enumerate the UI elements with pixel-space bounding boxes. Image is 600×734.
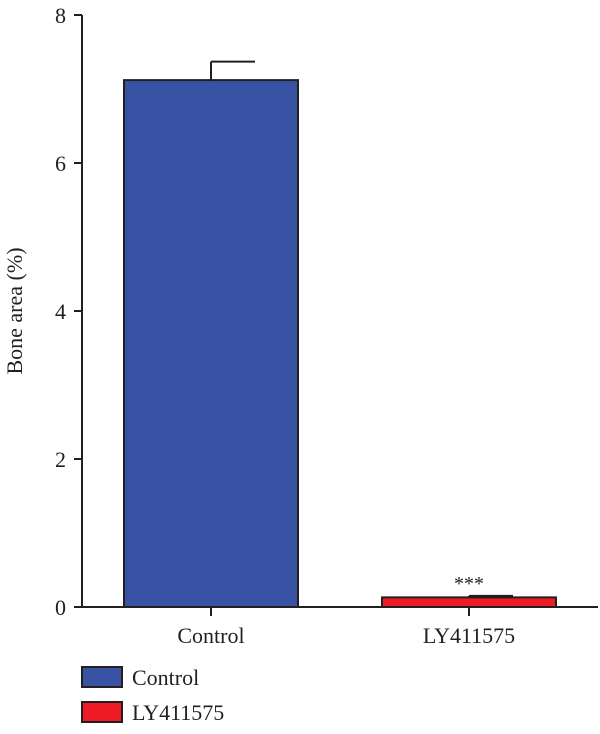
x-tick-label: Control: [177, 623, 244, 648]
significance-annotation: ***: [454, 573, 484, 595]
legend-swatch: [81, 701, 123, 723]
y-tick-label: 2: [55, 447, 66, 472]
significance-annotations: ***: [454, 573, 484, 595]
bars: [123, 79, 557, 609]
y-axis-ticks: 0 2 4 6 8: [55, 3, 82, 620]
legend: Control LY411575: [81, 665, 224, 725]
x-axis-ticks: Control LY411575: [177, 607, 515, 648]
y-axis-title: Bone area (%): [2, 247, 27, 374]
legend-label: Control: [132, 665, 199, 690]
legend-swatch: [81, 666, 123, 688]
y-tick-label: 4: [55, 299, 66, 324]
x-tick-label: LY411575: [423, 623, 515, 648]
bar-control: [123, 79, 299, 609]
y-tick-label: 0: [55, 595, 66, 620]
bar-ly411575: [381, 596, 557, 609]
y-tick-label: 8: [55, 3, 66, 28]
error-bars: [210, 60, 513, 598]
y-tick-label: 6: [55, 151, 66, 176]
legend-label: LY411575: [132, 700, 224, 725]
